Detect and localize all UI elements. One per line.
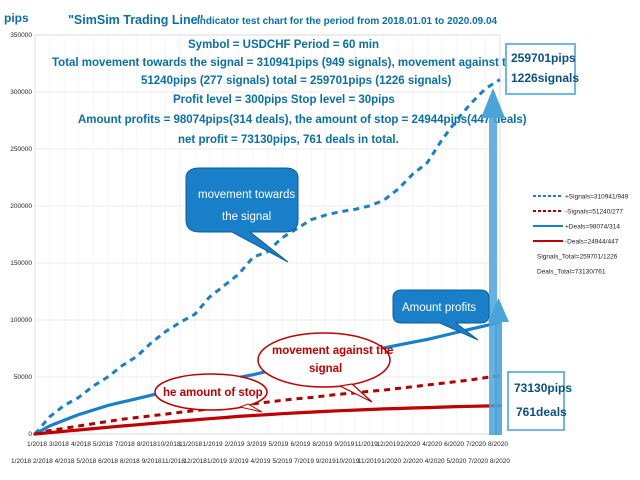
x-tick-label-row1: 1/2018 [27,441,47,448]
x-tick-label-row1: 12/2019 [376,441,400,448]
y-tick-label: 100000 [10,317,32,324]
x-tick-label-row2: 10/2019 [336,458,360,465]
legend-label: +Signals=310941/949 [565,194,629,201]
y-tick-label: 300000 [10,89,32,96]
chart-title: "SimSim Trading Line" [68,13,204,27]
x-tick-label-row1: 6/2020 [444,441,464,448]
net-pips-text: 73130pips [514,381,572,395]
y-tick-label: 50000 [14,374,32,381]
x-tick-label-row1: 5/2019 [269,441,289,448]
x-tick-label-row2: 4/2018 [55,458,75,465]
y-tick-label: 200000 [10,203,32,210]
legend-extra-label: Deals_Total=73130/761 [537,269,606,276]
x-tick-label-row1: 4/2020 [422,441,442,448]
chart-subtitle: Indicator test chart for the period from… [197,16,498,27]
x-tick-label-row1: 3/2019 [247,441,267,448]
x-tick-label-row2: 8/2020 [490,458,510,465]
callout-against-line1: movement against the [272,345,393,357]
x-tick-label-row2: 11/2019 [358,458,381,465]
net-deals-arrow [488,298,509,435]
x-tick-label-row1: 9/2019 [334,441,354,448]
x-tick-label-row2: 9/2018 [142,458,162,465]
x-tick-label-row2: 7/2019 [294,458,314,465]
net-deals-box: 73130pips 761deals [507,371,572,431]
x-tick-label-row1: 8/2020 [488,441,508,448]
info-line-2: Total movement towards the signal = 3109… [52,57,566,69]
x-tick-label-row2: 2/2020 [403,458,423,465]
x-tick-label-row2: 5/2018 [76,458,96,465]
x-tick-label-row2: 12/2018 [183,458,207,465]
net-deals-text: 761deals [516,405,567,419]
series-line-4 [33,404,502,436]
x-tick-label-row2: 1/2019 [207,458,227,465]
legend-label: -Deals=24944/447 [565,239,619,246]
x-tick-label-row1: 11/2018 [179,441,202,448]
info-line-6: net profit = 73130pips, 761 deals in tot… [178,134,399,146]
callout-stop: he amount of stop [154,373,268,413]
x-tick-label-row2: 6/2018 [98,458,118,465]
grid-lines [34,34,501,435]
y-axis-label: pips [4,11,29,25]
info-line-1: Symbol = USDCHF Period = 60 min [188,39,379,51]
series-line-1 [33,78,501,435]
x-tick-label-row1: 4/2018 [71,441,91,448]
x-tick-label-row1: 3/2018 [49,441,69,448]
x-tick-label-row2: 4/2020 [425,458,445,465]
total-pips-text: 259701pips [511,51,576,65]
x-tick-label-row2: 8/2018 [120,458,140,465]
callout-towards-line2: the signal [222,211,271,223]
x-tick-label-row1: 6/2019 [290,441,310,448]
x-tick-label-row1: 7/2018 [115,441,135,448]
x-tick-label-row1: 5/2018 [93,441,113,448]
y-tick-label: 0 [28,431,32,438]
total-signals-text: 1226signals [511,71,579,85]
x-tick-label-row1: 1/2019 [203,441,223,448]
x-tick-label-row2: 9/2019 [316,458,336,465]
callout-against-line2: signal [309,363,342,375]
legend-label: +Deals=98074/314 [565,224,620,231]
series-line-2 [34,374,501,436]
legend-label: -Signals=51240/277 [565,209,623,216]
x-tick-label-row1: 11/2019 [355,441,378,448]
x-tick-label-row1: 10/2018 [157,441,181,448]
x-tick-label-row2: 4/2019 [251,458,271,465]
x-tick-label-row2: 1/2020 [381,458,401,465]
x-tick-label-row1: 8/2018 [137,441,157,448]
info-line-3: 51240pips (277 signals) total = 259701pi… [141,75,452,87]
y-axis-ticks: 0 50000 100000 150000 200000 250000 300000 3500… [10,32,32,438]
x-tick-label-row1: 8/2019 [312,441,332,448]
info-line-4: Profit level = 300pips Stop level = 30pi… [173,94,395,106]
x-tick-label-row2: 2/2018 [33,458,53,465]
legend: +Signals=310941/949 -Signals=51240/277 +De… [533,194,629,276]
x-tick-label-row1: 7/2020 [466,441,486,448]
x-tick-label-row1: 2/2020 [400,441,420,448]
x-tick-label-row2: 3/2019 [229,458,249,465]
total-signals-box: 259701pips 1226signals [505,43,579,95]
y-tick-label: 350000 [10,32,32,39]
info-line-5: Amount profits = 98074pips(314 deals), t… [78,114,527,126]
x-tick-label-row2: 11/2018 [162,458,185,465]
x-tick-label-row2: 7/2020 [468,458,488,465]
x-tick-label-row1: 2/2019 [225,441,245,448]
legend-extra-label: Signals_Total=259701/1226 [537,254,618,261]
callout-towards: movement towards the signal [185,167,299,263]
x-axis-ticks: 1/2018 3/2018 4/2018 5/2018 7/2018 8/2018 10/2… [11,441,510,465]
total-signals-arrow [481,88,505,435]
callout-profits-text: Amount profits [402,302,476,314]
y-tick-label: 250000 [10,146,32,153]
callout-profits: Amount profits [392,289,490,341]
x-tick-label-row2: 5/2020 [447,458,467,465]
callout-against: movement against the signal [257,332,393,403]
x-tick-label-row2: 1/2018 [11,458,31,465]
y-tick-label: 150000 [10,260,32,267]
callout-towards-line1: movement towards [198,189,295,201]
callout-stop-text: he amount of stop [163,387,263,399]
x-tick-label-row2: 5/2019 [272,458,292,465]
